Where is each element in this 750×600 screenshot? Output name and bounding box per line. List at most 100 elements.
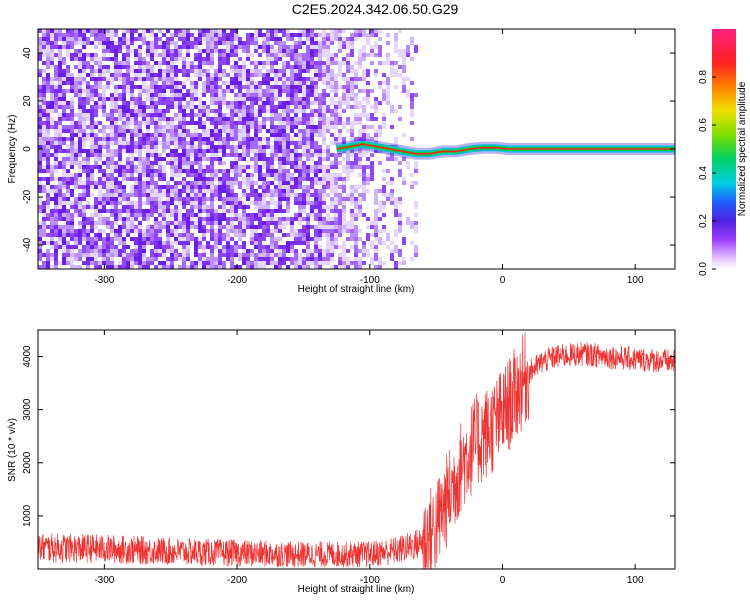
spectrogram-cell: [254, 237, 258, 241]
spectrogram-cell: [382, 185, 386, 193]
spectrogram-cell: [166, 181, 170, 185]
spectrogram-cell: [46, 117, 50, 121]
spectrogram-cell: [314, 145, 318, 149]
spectrogram-cell: [250, 181, 254, 185]
spectrogram-cell: [82, 193, 86, 197]
spectrogram-cell: [90, 225, 94, 229]
spectrogram-cell: [270, 121, 274, 125]
spectrogram-cell: [254, 73, 258, 77]
spectrogram-cell: [330, 265, 334, 269]
spectrogram-cell: [46, 249, 50, 253]
spectrogram-cell: [250, 145, 254, 149]
spectrogram-cell: [174, 249, 178, 253]
spectrogram-cell: [246, 137, 250, 145]
spectrogram-cell: [234, 193, 238, 197]
spectrogram-cell: [338, 41, 342, 45]
spectrogram-cell: [354, 245, 358, 253]
spectrogram-cell: [282, 173, 286, 181]
spectrogram-cell: [162, 57, 166, 61]
spectrogram-cell: [394, 137, 398, 145]
spectrogram-cell: [298, 193, 302, 197]
spectrogram-cell: [138, 189, 142, 193]
spectrogram-cell: [306, 217, 310, 221]
spectrogram-cell: [130, 153, 134, 157]
spectrogram-cell: [302, 217, 306, 221]
spectrogram-cell: [246, 193, 250, 197]
spectrogram-cell: [86, 173, 90, 177]
spectrogram-cell: [142, 213, 146, 217]
spectrogram-cell: [282, 169, 286, 173]
spectrogram-cell: [198, 121, 202, 129]
spectrogram-cell: [182, 233, 186, 237]
spectrogram-cell: [102, 65, 106, 69]
spectrogram-cell: [50, 117, 54, 125]
spectrogram-cell: [74, 41, 78, 45]
spectrogram-cell: [262, 149, 266, 153]
spectrogram-cell: [326, 85, 330, 89]
spectrogram-cell: [338, 197, 342, 205]
spectrogram-cell: [206, 61, 210, 65]
spectrogram-cell: [394, 37, 398, 41]
spectrogram-cell: [62, 209, 66, 213]
spectrogram-cell: [146, 157, 150, 161]
spectrogram-cell: [258, 89, 262, 93]
spectrogram-cell: [246, 261, 250, 269]
spectrogram-cell: [130, 145, 134, 153]
spectrogram-cell: [230, 229, 234, 233]
spectrogram-cell: [58, 149, 62, 153]
spectrogram-cell: [90, 165, 94, 169]
spectrogram-cell: [334, 73, 338, 77]
spectrogram-cell: [198, 117, 202, 121]
spectrogram-cell: [150, 41, 154, 49]
spectrogram-cell: [390, 177, 394, 181]
spectrogram-cell: [254, 109, 258, 113]
spectrogram-cell: [238, 97, 242, 101]
spectrogram-cell: [274, 113, 278, 121]
spectrogram-cell: [54, 77, 58, 81]
spectrogram-cell: [334, 233, 338, 237]
spectrogram-cell: [302, 141, 306, 145]
spectrogram-cell: [226, 133, 230, 137]
spectrogram-cell: [294, 65, 298, 69]
spectrogram-cell: [310, 253, 314, 257]
spectrogram-cell: [54, 89, 58, 93]
spectrogram-cell: [378, 61, 382, 65]
spectrogram-cell: [114, 193, 118, 197]
spectrogram-cell: [250, 253, 254, 257]
spectrogram-cell: [278, 221, 282, 225]
spectrogram-cell: [254, 129, 258, 133]
spectrogram-cell: [86, 97, 90, 101]
spectrogram-cell: [162, 129, 166, 133]
spectrogram-cell: [98, 229, 102, 233]
spectrogram-cell: [334, 153, 338, 157]
spectrogram-cell: [330, 57, 334, 61]
spectrogram-cell: [214, 81, 218, 85]
spectrogram-cell: [98, 81, 102, 89]
spectrogram-cell: [258, 85, 262, 89]
spectrogram-cell: [226, 181, 230, 185]
spectrogram-cell: [226, 189, 230, 193]
spectrogram-cell: [170, 85, 174, 89]
spectrogram-cell: [330, 205, 334, 209]
spectrogram-cell: [142, 69, 146, 73]
spectrogram-cell: [222, 145, 226, 149]
spectrogram-cell: [390, 105, 394, 113]
spectrogram-cell: [106, 189, 110, 193]
spectrogram-cell: [150, 229, 154, 233]
spectrogram-cell: [82, 261, 86, 265]
spectrogram-cell: [278, 29, 282, 33]
spectrogram-cell: [158, 209, 162, 213]
spectrogram-cell: [38, 149, 42, 153]
spectrogram-cell: [386, 181, 390, 185]
spectrogram-cell: [170, 105, 174, 109]
spectrogram-cell: [178, 201, 182, 205]
spectrogram-cell: [46, 45, 50, 49]
spectrogram-cell: [206, 117, 210, 121]
spectrogram-cell: [66, 193, 70, 197]
spectrogram-cell: [146, 77, 150, 81]
spectrogram-cell: [118, 249, 122, 253]
spectrogram-cell: [222, 93, 226, 97]
spectrogram-cell: [222, 153, 226, 157]
spectrogram-cell: [378, 53, 382, 57]
spectrogram-cell: [78, 185, 82, 189]
